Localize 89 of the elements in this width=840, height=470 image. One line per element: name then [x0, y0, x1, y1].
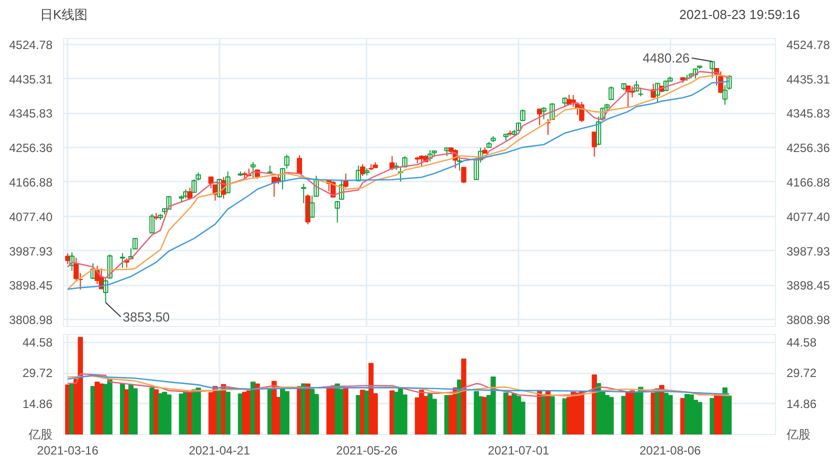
y-tick-label: 4524.78	[9, 38, 53, 52]
y-tick-label: 29.72	[22, 366, 53, 380]
y-tick-label: 3808.98	[9, 313, 53, 328]
bar	[668, 395, 673, 434]
y-tick-label: 亿股	[28, 428, 52, 442]
candlestick	[710, 60, 715, 78]
candlestick	[456, 156, 462, 172]
bar	[78, 336, 83, 434]
candlestick	[166, 196, 172, 210]
y2-tick-label: 4435.31	[786, 72, 830, 86]
y-tick-label: 3898.45	[9, 278, 53, 293]
bar	[284, 391, 290, 434]
candlestick	[225, 170, 230, 194]
y-tick-label: 4077.40	[9, 210, 53, 224]
candlestick	[718, 70, 724, 94]
x-tick-label: 2021-07-01	[488, 444, 550, 458]
bar	[638, 386, 644, 434]
candlestick	[692, 68, 698, 80]
candlestick	[663, 80, 669, 91]
candlestick	[402, 156, 408, 168]
candlestick	[103, 276, 108, 303]
y2-tick-label: 4345.83	[786, 106, 830, 121]
bar	[154, 389, 159, 434]
bar	[196, 388, 201, 434]
x-tick-label: 2021-05-26	[336, 444, 398, 458]
candlestick	[301, 183, 306, 204]
y-tick-label: 4256.36	[9, 141, 53, 156]
y2-tick-label: 3987.93	[786, 244, 830, 258]
candlestick	[107, 254, 112, 279]
candlestick	[541, 106, 546, 120]
candlestick	[536, 108, 542, 126]
candlestick	[427, 150, 433, 162]
candlestick	[356, 165, 362, 182]
candlestick	[419, 154, 424, 166]
candlestick	[296, 154, 302, 174]
bar	[225, 392, 230, 434]
bar	[166, 394, 172, 434]
candlestick	[550, 102, 555, 120]
y-tick-label: 3987.93	[9, 244, 53, 258]
bar	[608, 396, 614, 434]
candlestick	[183, 188, 188, 199]
y2-tick-label: 4256.36	[786, 141, 830, 156]
candlestick	[120, 252, 126, 268]
candlestick	[343, 173, 348, 188]
x-tick-label: 2021-03-16	[37, 444, 99, 458]
chart-title: 日K线图	[40, 6, 88, 24]
y-tick-label: 14.86	[22, 396, 53, 411]
candlestick	[149, 214, 155, 234]
bar	[697, 402, 702, 434]
candlestick	[90, 262, 96, 280]
candlestick	[250, 162, 256, 179]
y2-tick-label: 3898.45	[786, 278, 830, 293]
annotation: 3853.50	[122, 309, 170, 324]
chart-subtitle: 2021-08-23 19:59:16	[679, 6, 800, 24]
y2-tick-label: 44.58	[786, 336, 817, 350]
x-tick-label: 2021-04-21	[188, 444, 250, 458]
y-tick-label: 44.58	[22, 336, 53, 350]
x-tick-label: 2021-08-06	[639, 444, 702, 458]
bar	[461, 358, 466, 434]
bar	[688, 394, 694, 434]
y2-tick-label: 3808.98	[786, 313, 830, 328]
bar	[474, 391, 479, 434]
y2-tick-label: 亿股	[786, 428, 810, 442]
bar	[132, 388, 138, 434]
bar	[107, 378, 112, 434]
candlestick	[630, 86, 635, 98]
y2-tick-label: 29.72	[786, 366, 817, 380]
candlestick	[592, 132, 597, 157]
y2-tick-label: 4524.78	[786, 38, 830, 52]
bar	[343, 388, 348, 434]
bar	[490, 376, 496, 434]
candlestick	[461, 166, 466, 184]
bar	[254, 384, 260, 434]
bar	[579, 391, 584, 434]
candlestick	[608, 86, 614, 100]
y2-tick-label: 4166.88	[786, 175, 830, 190]
candlestick	[398, 167, 404, 182]
candlestick	[216, 178, 222, 198]
candlestick	[360, 164, 366, 176]
bar	[550, 396, 555, 434]
y2-tick-label: 4077.40	[786, 210, 830, 224]
y-tick-label: 4345.83	[9, 106, 53, 121]
candlestick	[654, 82, 660, 104]
candlestick	[570, 94, 576, 108]
annotation: 4480.26	[642, 50, 690, 66]
y2-tick-label: 14.86	[786, 396, 817, 411]
candlestick	[69, 252, 75, 272]
y-tick-label: 4166.88	[9, 175, 53, 190]
y-tick-label: 4435.31	[9, 72, 53, 86]
